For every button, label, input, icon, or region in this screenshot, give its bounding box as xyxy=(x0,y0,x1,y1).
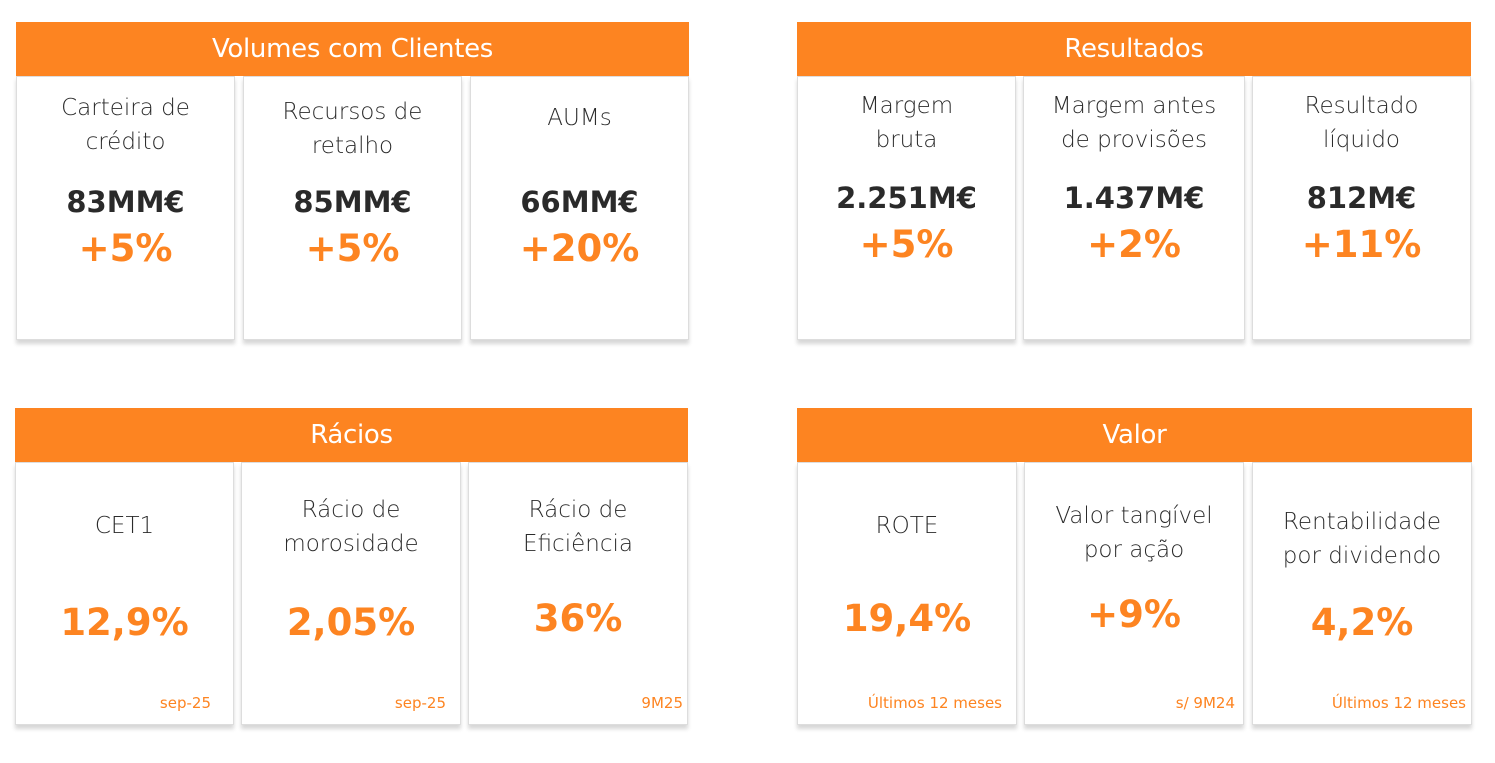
kpi-value: 12,9% xyxy=(60,601,189,644)
kpi-value: 2,05% xyxy=(286,601,416,644)
kpi-label: Rácio de morosidade xyxy=(283,497,419,557)
kpi-note: Últimos 12 meses xyxy=(867,694,1002,712)
kpi-value: 83MM€ xyxy=(66,185,185,219)
kpi-change: +20% xyxy=(519,227,640,270)
kpi-value: +9% xyxy=(1087,593,1181,636)
kpi-card-racio-eficiencia: Rácio de Eficiência 36% 9M25 xyxy=(468,462,688,725)
kpi-note: sep-25 xyxy=(159,694,211,712)
kpi-card-racio-morosidade: Rácio de morosidade 2,05% sep-25 xyxy=(241,462,461,725)
kpi-card-carteira-credito: Carteira de crédito 83MM€ +5% xyxy=(16,76,235,340)
kpi-change: +5% xyxy=(859,223,954,266)
kpi-change: +11% xyxy=(1301,223,1422,266)
panel-title-valor: Valor xyxy=(797,408,1472,462)
panel-volumes-clientes: Volumes com Clientes Carteira de crédito… xyxy=(16,22,689,342)
kpi-card-margem-bruta: Margem bruta 2.251M€ +5% xyxy=(797,76,1016,340)
kpi-label: Valor tangível por ação xyxy=(1055,503,1213,563)
kpi-card-margem-antes-provisoes: Margem antes de provisões 1.437M€ +2% xyxy=(1023,76,1245,340)
kpi-label: Rentabilidade por dividendo xyxy=(1282,509,1442,569)
kpi-card-rote: ROTE 19,4% Últimos 12 meses xyxy=(797,462,1017,725)
kpi-label: Margem bruta xyxy=(859,93,954,153)
kpi-note: Últimos 12 meses xyxy=(1331,694,1466,712)
kpi-value: 85MM€ xyxy=(293,185,412,219)
panel-valor: Valor ROTE 19,4% Últimos 12 meses Valor … xyxy=(797,408,1472,726)
kpi-note: s/ 9M24 xyxy=(1175,694,1235,712)
kpi-label: Carteira de crédito xyxy=(61,95,190,155)
kpi-label: Resultado líquido xyxy=(1304,93,1419,153)
kpi-change: +2% xyxy=(1087,223,1181,266)
kpi-note: 9M25 xyxy=(641,694,683,712)
kpi-card-aums: AUMs 66MM€ +20% xyxy=(470,76,689,340)
kpi-label: Margem antes de provisões xyxy=(1051,93,1217,153)
kpi-value: 4,2% xyxy=(1310,601,1414,644)
panel-title-volumes-clientes: Volumes com Clientes xyxy=(16,22,689,76)
kpi-change: +5% xyxy=(305,227,400,270)
kpi-card-cet1: CET1 12,9% sep-25 xyxy=(15,462,234,725)
kpi-value: 36% xyxy=(533,597,623,640)
kpi-change: +5% xyxy=(78,227,173,270)
kpi-label: ROTE xyxy=(875,513,939,539)
kpi-value: 66MM€ xyxy=(520,185,639,219)
kpi-value: 2.251M€ xyxy=(836,181,977,215)
panel-title-resultados: Resultados xyxy=(797,22,1471,76)
panel-racios: Rácios CET1 12,9% sep-25 Rácio de morosi… xyxy=(15,408,688,726)
kpi-card-valor-tangivel: Valor tangível por ação +9% s/ 9M24 xyxy=(1024,462,1244,725)
kpi-label: Rácio de Eficiência xyxy=(523,497,633,557)
kpi-note: sep-25 xyxy=(394,694,446,712)
kpi-card-recursos-retalho: Recursos de retalho 85MM€ +5% xyxy=(243,76,462,340)
panel-title-racios: Rácios xyxy=(15,408,688,462)
kpi-value: 1.437M€ xyxy=(1063,181,1205,215)
kpi-card-resultado-liquido: Resultado líquido 812M€ +11% xyxy=(1252,76,1471,340)
kpi-value: 19,4% xyxy=(842,597,972,640)
kpi-label: Recursos de retalho xyxy=(282,99,423,159)
kpi-card-rentabilidade-dividendo: Rentabilidade por dividendo 4,2% Últimos… xyxy=(1252,462,1472,725)
kpi-value: 812M€ xyxy=(1306,181,1417,215)
panel-resultados: Resultados Margem bruta 2.251M€ +5% Marg… xyxy=(797,22,1471,342)
kpi-label: AUMs xyxy=(547,105,612,131)
kpi-label: CET1 xyxy=(94,513,155,539)
